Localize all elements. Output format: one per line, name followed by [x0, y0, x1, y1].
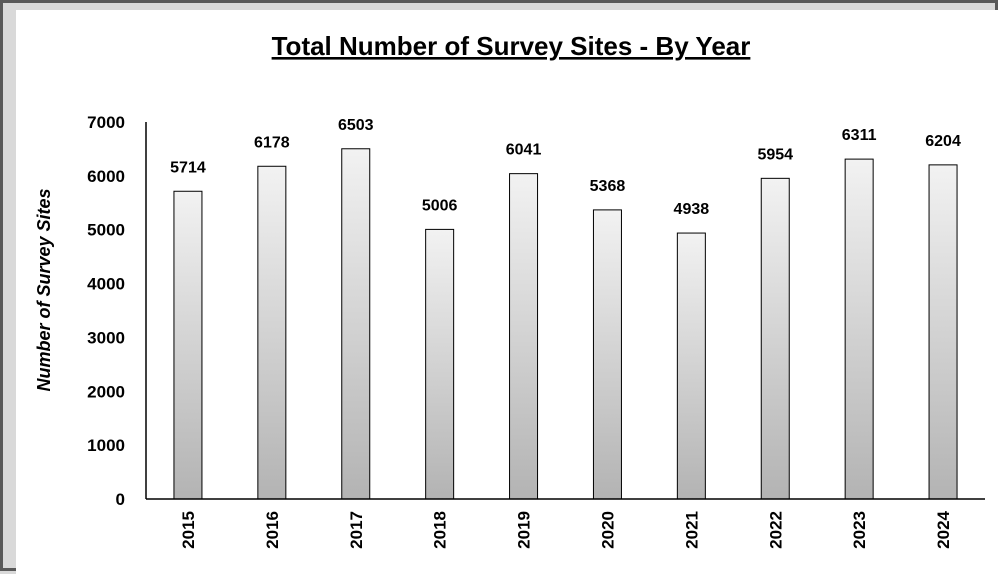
- x-tick-label-2018: 2018: [431, 511, 450, 549]
- bar-2023: [844, 158, 874, 500]
- x-tick-label-2019: 2019: [515, 511, 534, 549]
- bar-2024: [928, 164, 958, 500]
- data-labels-group: 5714 6178 6503 5006 6041 5368 4938 5954 6311 6204: [170, 117, 961, 218]
- y-tick-label: 6000: [87, 167, 125, 186]
- y-tick-label: 7000: [87, 113, 125, 132]
- x-tick-label-2023: 2023: [850, 511, 869, 549]
- data-label-2020: 5368: [590, 178, 626, 195]
- x-tick-label-2022: 2022: [766, 511, 785, 549]
- y-tick-label: 1000: [87, 436, 125, 455]
- bar-2021: [676, 232, 706, 500]
- y-tick-label: 5000: [87, 221, 125, 240]
- bar-2018: [425, 228, 455, 500]
- y-tick-label: 0: [116, 490, 125, 509]
- x-axis-ticks: 2015 2016 2017 2018 2019 2020 2021 2022 2023 2024: [179, 510, 953, 548]
- bar-2019: [509, 173, 539, 500]
- x-tick-label-2020: 2020: [598, 511, 617, 549]
- x-tick-label-2017: 2017: [347, 511, 366, 549]
- data-label-2018: 5006: [422, 197, 458, 214]
- x-tick-label-2024: 2024: [934, 510, 953, 548]
- data-label-2015: 5714: [170, 159, 206, 176]
- data-label-2019: 6041: [506, 142, 542, 159]
- bar-2015: [173, 190, 203, 500]
- data-label-2021: 4938: [674, 201, 710, 218]
- chart-title: Total Number of Survey Sites - By Year: [272, 31, 751, 61]
- data-label-2023: 6311: [842, 127, 877, 144]
- data-label-2017: 6503: [338, 117, 374, 134]
- y-tick-label: 2000: [87, 382, 125, 401]
- data-label-2024: 6204: [925, 133, 961, 150]
- y-tick-label: 4000: [87, 275, 125, 294]
- bar-2016: [257, 165, 287, 500]
- bar-2020: [592, 209, 622, 500]
- bar-2022: [760, 177, 790, 500]
- y-axis-title: Number of Survey Sites: [34, 188, 54, 391]
- x-tick-label-2015: 2015: [179, 511, 198, 549]
- y-axis-ticks: 0 1000 2000 3000 4000 5000 6000 7000: [87, 113, 125, 509]
- x-tick-label-2021: 2021: [682, 511, 701, 549]
- bar-2017: [341, 148, 371, 500]
- bars-group: [173, 148, 958, 500]
- data-label-2022: 5954: [757, 146, 793, 163]
- y-tick-label: 3000: [87, 328, 125, 347]
- x-tick-label-2016: 2016: [263, 511, 282, 549]
- data-label-2016: 6178: [254, 134, 290, 151]
